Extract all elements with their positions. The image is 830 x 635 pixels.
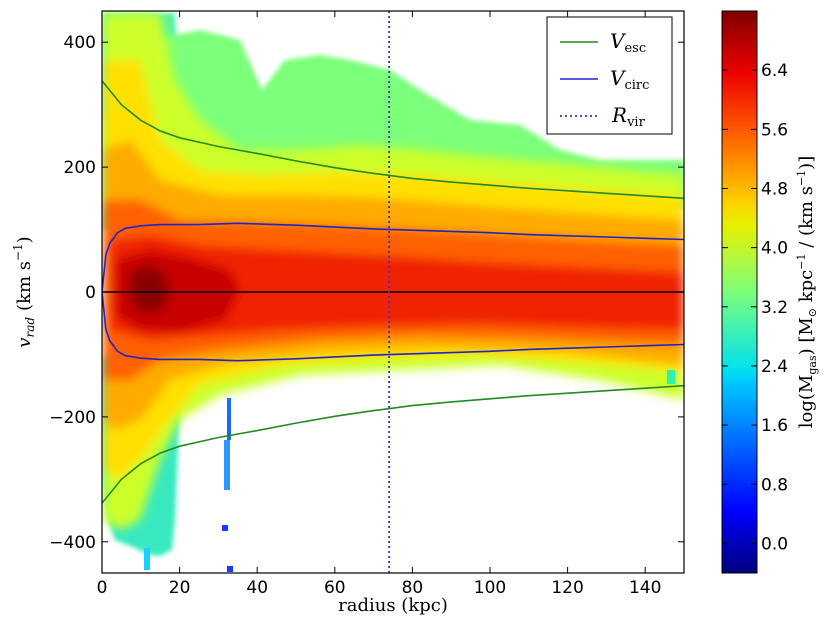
x-tick-label: 20 bbox=[169, 578, 191, 598]
y-axis-label-v: v bbox=[14, 338, 35, 348]
heatmap-sparse-bins bbox=[144, 370, 675, 572]
colorbar-tick-label: 4.8 bbox=[761, 179, 788, 199]
x-tick-label: 80 bbox=[402, 578, 424, 598]
y-axis-label-sup: −1 bbox=[11, 243, 25, 261]
legend-label-rvir: Rvir bbox=[611, 103, 646, 130]
colorbar-tick-label: 0.8 bbox=[761, 475, 788, 495]
x-tick-label: 0 bbox=[97, 578, 108, 598]
colorbar-tick-label: 6.4 bbox=[761, 61, 788, 81]
colorbar-tick-label: 4.0 bbox=[761, 239, 788, 259]
overlay-curves bbox=[102, 11, 684, 573]
colorbar-tick-label: 1.6 bbox=[761, 416, 788, 436]
axes: 0 20 40 60 80 100 120 140 −400 −200 0 200 400 bbox=[49, 11, 684, 598]
colorbar-tick-label: 5.6 bbox=[761, 120, 788, 140]
colorbar bbox=[721, 10, 758, 574]
x-tick-label: 140 bbox=[629, 578, 661, 598]
x-tick-label: 40 bbox=[246, 578, 268, 598]
y-tick-label: −200 bbox=[49, 408, 96, 428]
circ-curve-negative bbox=[102, 291, 684, 362]
y-tick-label: −400 bbox=[49, 533, 96, 553]
colorbar-ticks: 0.0 0.8 1.6 2.4 3.2 4.0 4.8 5.6 6.4 bbox=[722, 61, 788, 554]
colorbar-label: log(Mgas) [M⊙ kpc−1 / (km s−1)] bbox=[795, 156, 819, 428]
x-tick-label: 60 bbox=[324, 578, 346, 598]
y-axis-label-unit: (km s bbox=[14, 261, 35, 311]
esc-curve-negative bbox=[102, 384, 684, 504]
colorbar-tick-label: 2.4 bbox=[761, 357, 788, 377]
legend-label-vesc: Vesc bbox=[610, 29, 646, 56]
y-tick-label: 200 bbox=[64, 158, 96, 178]
heatmap bbox=[103, 13, 684, 572]
x-tick-label: 100 bbox=[474, 578, 506, 598]
y-axis-label-sub: rad bbox=[23, 317, 37, 338]
x-tick-label: 120 bbox=[551, 578, 583, 598]
colorbar-tick-label: 0.0 bbox=[761, 534, 788, 554]
y-tick-label: 0 bbox=[85, 283, 96, 303]
circ-curve-positive bbox=[102, 222, 684, 293]
svg-text:vrad(km s−1): vrad (km s−1) bbox=[11, 236, 37, 347]
y-axis-label: vrad (km s−1) bbox=[11, 236, 37, 347]
esc-curve-positive bbox=[102, 80, 684, 200]
colorbar-tick-label: 3.2 bbox=[761, 298, 788, 318]
legend-box bbox=[546, 16, 673, 135]
heatmap-core bbox=[103, 13, 684, 530]
y-tick-label: 400 bbox=[64, 33, 96, 53]
legend: Vesc Vcirc Rvir bbox=[546, 16, 673, 135]
x-axis-label: radius (kpc) bbox=[338, 595, 448, 616]
y-axis-label-close: ) bbox=[14, 236, 35, 243]
svg-text:log(Mgas) [M⊙ kpc−1 / (km s−1): log(Mgas) [M⊙ kpc−1 / (km s−1)] bbox=[795, 156, 819, 428]
legend-label-vcirc: Vcirc bbox=[610, 66, 649, 93]
